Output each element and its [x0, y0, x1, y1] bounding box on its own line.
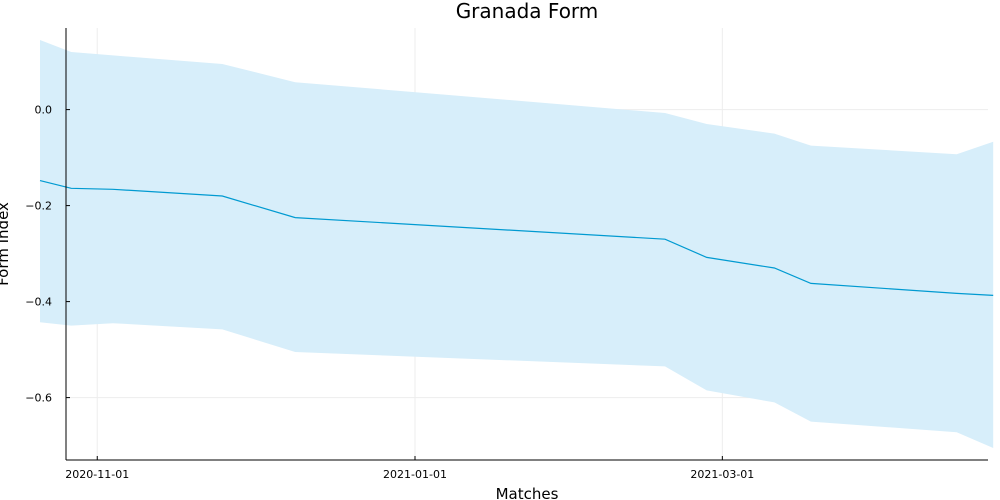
y-axis-label: Form Index — [0, 202, 12, 286]
y-tick-label: −0.6 — [25, 392, 52, 405]
x-tick-label: 2021-03-01 — [690, 468, 754, 481]
x-axis-label: Matches — [496, 485, 559, 500]
chart-title: Granada Form — [456, 0, 599, 23]
ticks: 2020-11-01 2021-01-01 2021-03-01 0.0 −0.2 −0.… — [25, 104, 754, 481]
y-tick-label: 0.0 — [35, 104, 53, 117]
x-tick-label: 2021-01-01 — [383, 468, 447, 481]
confidence-band — [40, 40, 994, 448]
axes — [65, 28, 988, 461]
series-line — [39, 180, 994, 296]
y-tick-label: −0.2 — [25, 200, 52, 213]
x-tick-label: 2020-11-01 — [65, 468, 129, 481]
y-tick-label: −0.4 — [25, 296, 52, 309]
